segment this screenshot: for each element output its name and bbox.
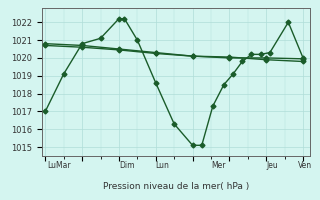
Text: Dim: Dim bbox=[119, 161, 134, 170]
X-axis label: Pression niveau de la mer( hPa ): Pression niveau de la mer( hPa ) bbox=[103, 182, 249, 191]
Text: Jeu: Jeu bbox=[266, 161, 278, 170]
Text: Ven: Ven bbox=[298, 161, 312, 170]
Text: LuMar: LuMar bbox=[47, 161, 71, 170]
Text: Mer: Mer bbox=[211, 161, 226, 170]
Text: Lun: Lun bbox=[156, 161, 170, 170]
